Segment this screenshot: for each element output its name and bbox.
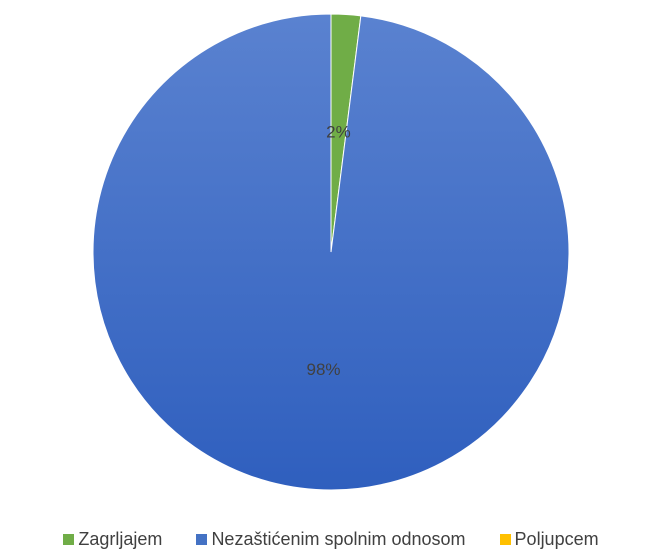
- legend-item-zagrljajem: Zagrljajem: [63, 529, 162, 550]
- legend-swatch: [63, 534, 75, 545]
- pie-data-labels: 2% 98%: [307, 123, 351, 380]
- legend-item-neza-ti-enim-spolnim-odnosom: Nezaštićenim spolnim odnosom: [196, 529, 466, 550]
- pie-slice-neza-ti-enim-spolnim-odnosom: [92, 13, 570, 491]
- data-label-zagrljajem: 2%: [326, 123, 351, 142]
- legend-swatch: [499, 534, 511, 545]
- chart-legend: Zagrljajem Nezaštićenim spolnim odnosom Po…: [0, 528, 662, 551]
- legend-label: Zagrljajem: [78, 529, 163, 549]
- legend-label: Nezaštićenim spolnim odnosom: [211, 529, 466, 549]
- legend-swatch: [196, 534, 208, 545]
- pie-chart-svg: 2% 98%: [92, 13, 570, 491]
- legend-label: Poljupcem: [514, 529, 599, 549]
- data-label-neza-ti-enim-spolnim-odnosom: 98%: [307, 360, 341, 379]
- pie-slices: [92, 13, 570, 491]
- legend-item-poljupcem: Poljupcem: [499, 529, 599, 550]
